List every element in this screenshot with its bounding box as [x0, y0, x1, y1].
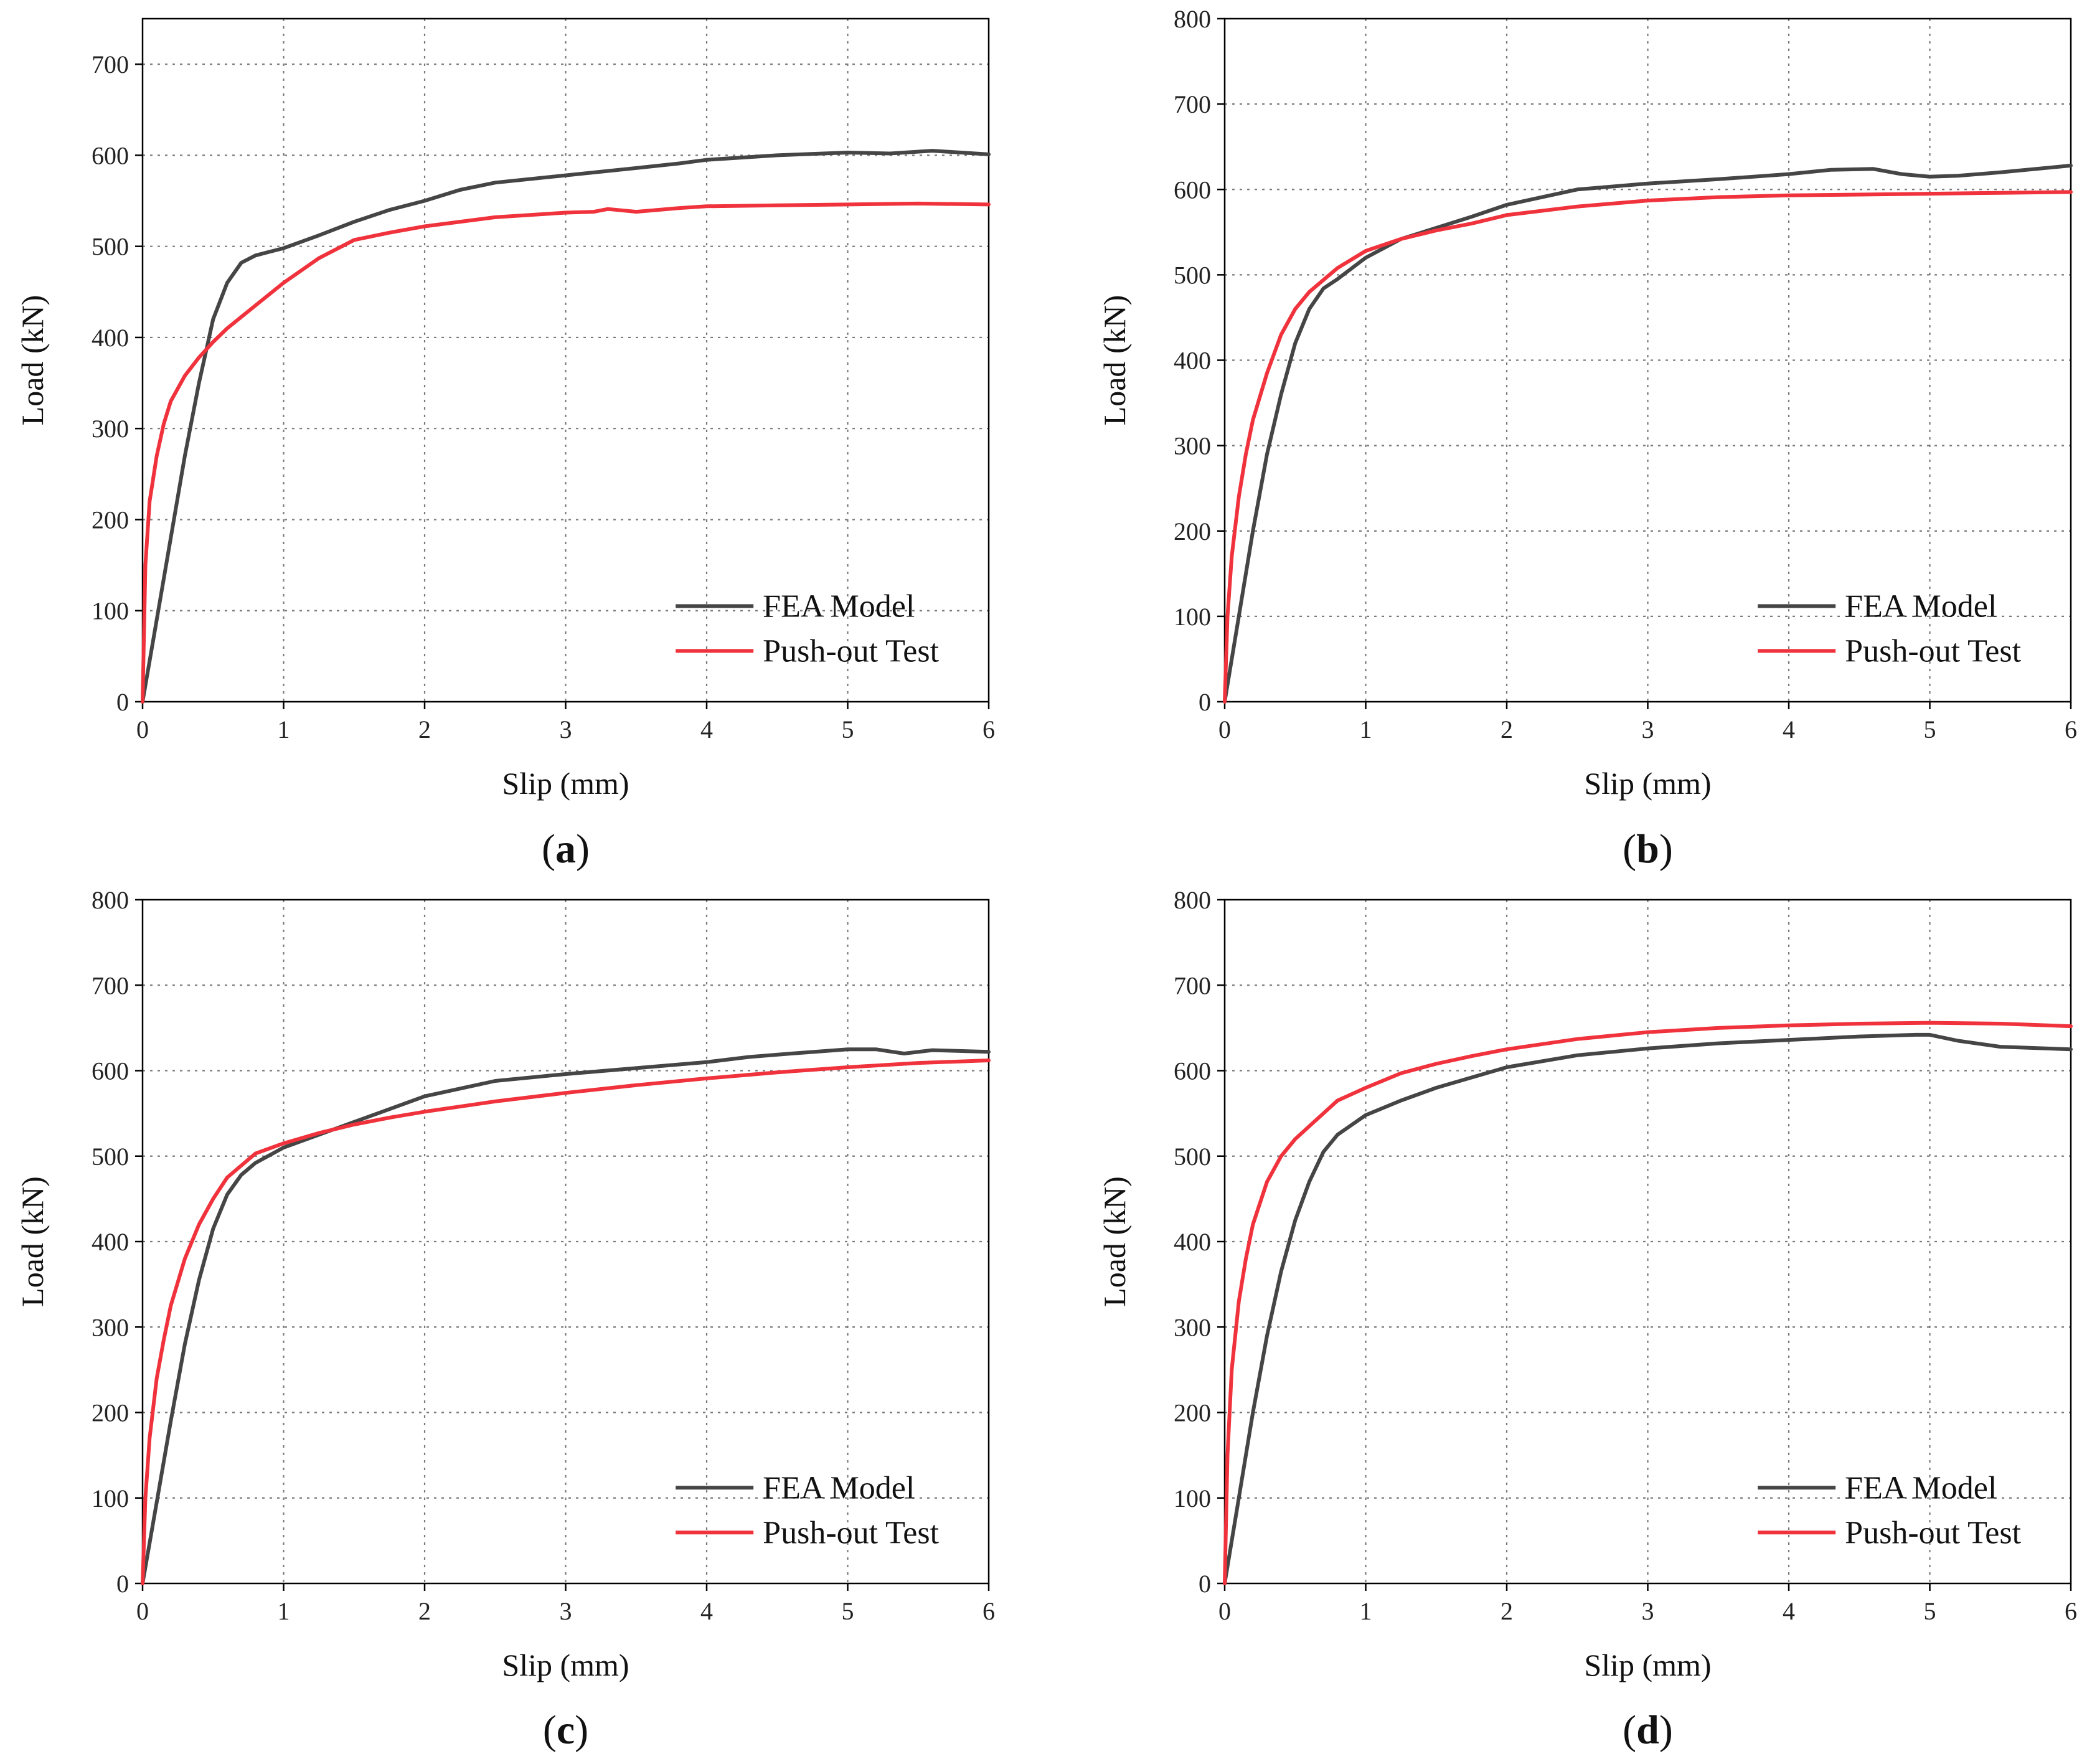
series-line-fea-model: [1223, 163, 2073, 704]
series-line-push-out-test: [1223, 1021, 2073, 1585]
y-tick-label: 400: [1174, 1228, 1211, 1256]
x-tick-label: 1: [278, 715, 290, 743]
x-tick-label: 3: [1642, 1597, 1654, 1625]
x-tick-label: 0: [136, 1597, 149, 1625]
y-axis-title: Load (kN): [15, 295, 50, 426]
x-axis-title: Slip (mm): [1584, 766, 1711, 801]
x-tick-label: 1: [1360, 1597, 1372, 1625]
chart-panel-c: 0 1 2 3 4 5 6 0 100 200 300 400 500 600 700 800 Slip (mm…: [15, 886, 995, 1753]
y-axis-title: Load (kN): [1097, 295, 1132, 426]
y-tick-label: 300: [1174, 1313, 1211, 1341]
y-tick-label: 200: [1174, 517, 1211, 545]
x-tick-label: 6: [982, 715, 995, 743]
y-tick-label: 200: [92, 1399, 129, 1427]
y-tick-label: 700: [1174, 90, 1211, 118]
y-tick-label: 800: [92, 886, 129, 914]
y-axis-title: Load (kN): [15, 1176, 50, 1307]
series-line-fea-model: [141, 149, 991, 704]
y-axis-title: Load (kN): [1097, 1176, 1132, 1307]
y-tick-label: 800: [1174, 886, 1211, 914]
series-line-push-out-test: [141, 201, 991, 704]
y-tick-label: 600: [1174, 176, 1211, 204]
y-tick-label: 500: [92, 233, 129, 261]
panel-caption: (d): [1623, 1707, 1673, 1753]
x-tick-label: 0: [1218, 1597, 1231, 1625]
legend-label-push-out-test: Push-out Test: [763, 1515, 939, 1550]
x-axis-title: Slip (mm): [502, 1648, 629, 1682]
x-tick-label: 4: [700, 1597, 713, 1625]
x-tick-label: 4: [1783, 1597, 1795, 1625]
x-tick-label: 5: [842, 1597, 854, 1625]
y-tick-label: 0: [116, 1570, 129, 1598]
chart-panel-d: 0 1 2 3 4 5 6 0 100 200 300 400 500 600 700 800 Slip (mm…: [1097, 886, 2077, 1753]
x-tick-label: 1: [278, 1597, 290, 1625]
legend-label-push-out-test: Push-out Test: [1845, 1515, 2021, 1550]
y-tick-label: 600: [92, 1057, 129, 1085]
series-line-fea-model: [141, 1047, 991, 1585]
x-tick-label: 6: [2065, 1597, 2077, 1625]
x-tick-label: 2: [1501, 1597, 1513, 1625]
x-tick-label: 2: [418, 1597, 431, 1625]
y-tick-label: 800: [1174, 5, 1211, 33]
y-tick-label: 300: [92, 1313, 129, 1341]
y-tick-label: 200: [92, 506, 129, 534]
y-tick-label: 0: [116, 688, 129, 716]
y-tick-label: 400: [1174, 347, 1211, 375]
x-axis-title: Slip (mm): [1584, 1648, 1711, 1682]
y-tick-label: 0: [1199, 688, 1211, 716]
y-tick-label: 400: [92, 324, 129, 352]
y-tick-label: 600: [1174, 1057, 1211, 1085]
y-tick-label: 400: [92, 1228, 129, 1256]
y-tick-label: 100: [1174, 1484, 1211, 1512]
y-tick-label: 500: [1174, 1143, 1211, 1171]
x-tick-label: 2: [1501, 715, 1513, 743]
x-tick-label: 5: [1924, 1597, 1936, 1625]
series-line-push-out-test: [1223, 190, 2073, 704]
y-tick-label: 700: [1174, 971, 1211, 999]
y-tick-label: 0: [1199, 1570, 1211, 1598]
x-tick-label: 5: [842, 715, 854, 743]
x-tick-label: 1: [1360, 715, 1372, 743]
y-tick-label: 600: [92, 141, 129, 169]
legend-label-push-out-test: Push-out Test: [763, 633, 939, 669]
x-tick-label: 6: [2065, 715, 2077, 743]
legend-label-fea-model: FEA Model: [1845, 1470, 1997, 1506]
legend-label-fea-model: FEA Model: [1845, 588, 1997, 624]
x-tick-label: 0: [1218, 715, 1231, 743]
series-line-push-out-test: [141, 1059, 991, 1585]
x-tick-label: 3: [560, 1597, 572, 1625]
panel-caption: (b): [1623, 826, 1673, 872]
x-tick-label: 4: [1783, 715, 1795, 743]
x-tick-label: 4: [700, 715, 713, 743]
x-tick-label: 5: [1924, 715, 1936, 743]
x-tick-label: 3: [1642, 715, 1654, 743]
legend-label-fea-model: FEA Model: [763, 1470, 915, 1506]
y-tick-label: 100: [92, 1484, 129, 1512]
y-tick-label: 200: [1174, 1399, 1211, 1427]
legend-label-push-out-test: Push-out Test: [1845, 633, 2021, 669]
series-line-fea-model: [1223, 1032, 2073, 1585]
x-tick-label: 3: [560, 715, 572, 743]
x-axis-title: Slip (mm): [502, 766, 629, 801]
y-tick-label: 300: [1174, 432, 1211, 460]
y-tick-label: 700: [92, 50, 129, 78]
chart-panel-a: 0 1 2 3 4 5 6 0 100 200 300 400 500 600 700 Slip (mm) Lo…: [15, 17, 995, 872]
y-tick-label: 100: [92, 597, 129, 625]
y-tick-label: 500: [92, 1143, 129, 1171]
legend-label-fea-model: FEA Model: [763, 588, 915, 624]
panel-caption: (a): [542, 826, 590, 872]
chart-panel-b: 0 1 2 3 4 5 6 0 100 200 300 400 500 600 700 800 Slip (mm…: [1097, 5, 2077, 872]
y-tick-label: 500: [1174, 261, 1211, 289]
x-tick-label: 0: [136, 715, 149, 743]
x-tick-label: 2: [418, 715, 431, 743]
y-tick-label: 300: [92, 415, 129, 443]
panel-caption: (c): [543, 1707, 588, 1753]
x-tick-label: 6: [982, 1597, 995, 1625]
y-tick-label: 100: [1174, 603, 1211, 631]
y-tick-label: 700: [92, 971, 129, 999]
